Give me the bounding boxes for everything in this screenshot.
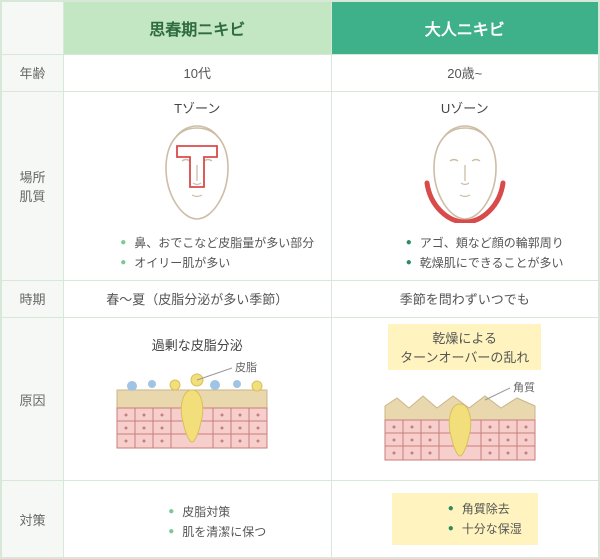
row-label-age: 年齢 [2,54,64,91]
zone-label-u: Uゾーン [342,98,589,117]
cell-cause-teen: 過剰な皮脂分泌 [64,318,332,481]
face-u-illustration [342,123,589,223]
bullets-area-teen: 鼻、おでこなど皮脂量が多い部分 オイリー肌が多い [80,233,314,274]
row-season: 時期 春～夏（皮脂分泌が多い季節） 季節を問わずいつでも [2,280,599,317]
bullets-measure-teen: 皮脂対策 肌を清潔に保つ [128,502,266,543]
bullets-measure-adult: 角質除去 十分な保湿 [408,499,522,540]
row-cause: 原因 過剰な皮脂分泌 [2,318,599,481]
skin-sebum-illustration: 皮脂 [74,360,321,460]
cell-area-teen: Tゾーン 鼻、おでこなど皮脂量が多い部分 オイリー肌が多い [64,91,332,280]
bullet-item: 肌を清潔に保つ [168,522,266,542]
cell-area-adult: Uゾーン アゴ、頬など顔の輪郭周り 乾燥肌にできることが多い [331,91,599,280]
row-label-measure: 対策 [2,481,64,558]
bullets-area-adult: アゴ、頬など顔の輪郭周り 乾燥肌にできることが多い [366,233,564,274]
col-header-adult: 大人ニキビ [331,2,599,55]
header-row: 思春期ニキビ 大人ニキビ [2,2,599,55]
face-t-illustration [74,123,321,223]
cell-season-adult: 季節を問わずいつでも [331,280,599,317]
cell-age-teen: 10代 [64,54,332,91]
bullet-item: 角質除去 [448,499,522,519]
skin-keratin-illustration: 角質 [342,378,589,470]
cell-age-adult: 20歳~ [331,54,599,91]
row-label-area: 場所 肌質 [2,91,64,280]
blank-header [2,2,64,55]
comparison-table-container: 思春期ニキビ 大人ニキビ 年齢 10代 20歳~ 場所 肌質 Tゾーン [0,0,600,559]
callout-sebum: 皮脂 [235,360,257,374]
row-label-cause: 原因 [2,318,64,481]
cause-title-teen: 過剰な皮脂分泌 [74,335,321,354]
bullet-item: 鼻、おでこなど皮脂量が多い部分 [120,233,314,253]
row-area: 場所 肌質 Tゾーン 鼻、おでこなど皮脂量が多い部分 オイリー肌が多い [2,91,599,280]
cell-season-teen: 春～夏（皮脂分泌が多い季節） [64,280,332,317]
bullet-item: 乾燥肌にできることが多い [406,253,564,273]
bullet-item: オイリー肌が多い [120,253,314,273]
cell-measure-adult: 角質除去 十分な保湿 [331,481,599,558]
zone-label-t: Tゾーン [74,98,321,117]
comparison-table: 思春期ニキビ 大人ニキビ 年齢 10代 20歳~ 場所 肌質 Tゾーン [1,1,599,558]
row-age: 年齢 10代 20歳~ [2,54,599,91]
col-header-teen: 思春期ニキビ [64,2,332,55]
row-measure: 対策 皮脂対策 肌を清潔に保つ 角質除去 十分な保湿 [2,481,599,558]
bullet-item: 皮脂対策 [168,502,266,522]
bullet-item: アゴ、頬など顔の輪郭周り [406,233,564,253]
row-label-season: 時期 [2,280,64,317]
callout-keratin: 角質 [513,380,535,394]
cell-measure-teen: 皮脂対策 肌を清潔に保つ [64,481,332,558]
cell-cause-adult: 乾燥による ターンオーバーの乱れ 角質 [331,318,599,481]
bullet-item: 十分な保湿 [448,519,522,539]
cause-title-adult: 乾燥による ターンオーバーの乱れ [388,324,541,370]
